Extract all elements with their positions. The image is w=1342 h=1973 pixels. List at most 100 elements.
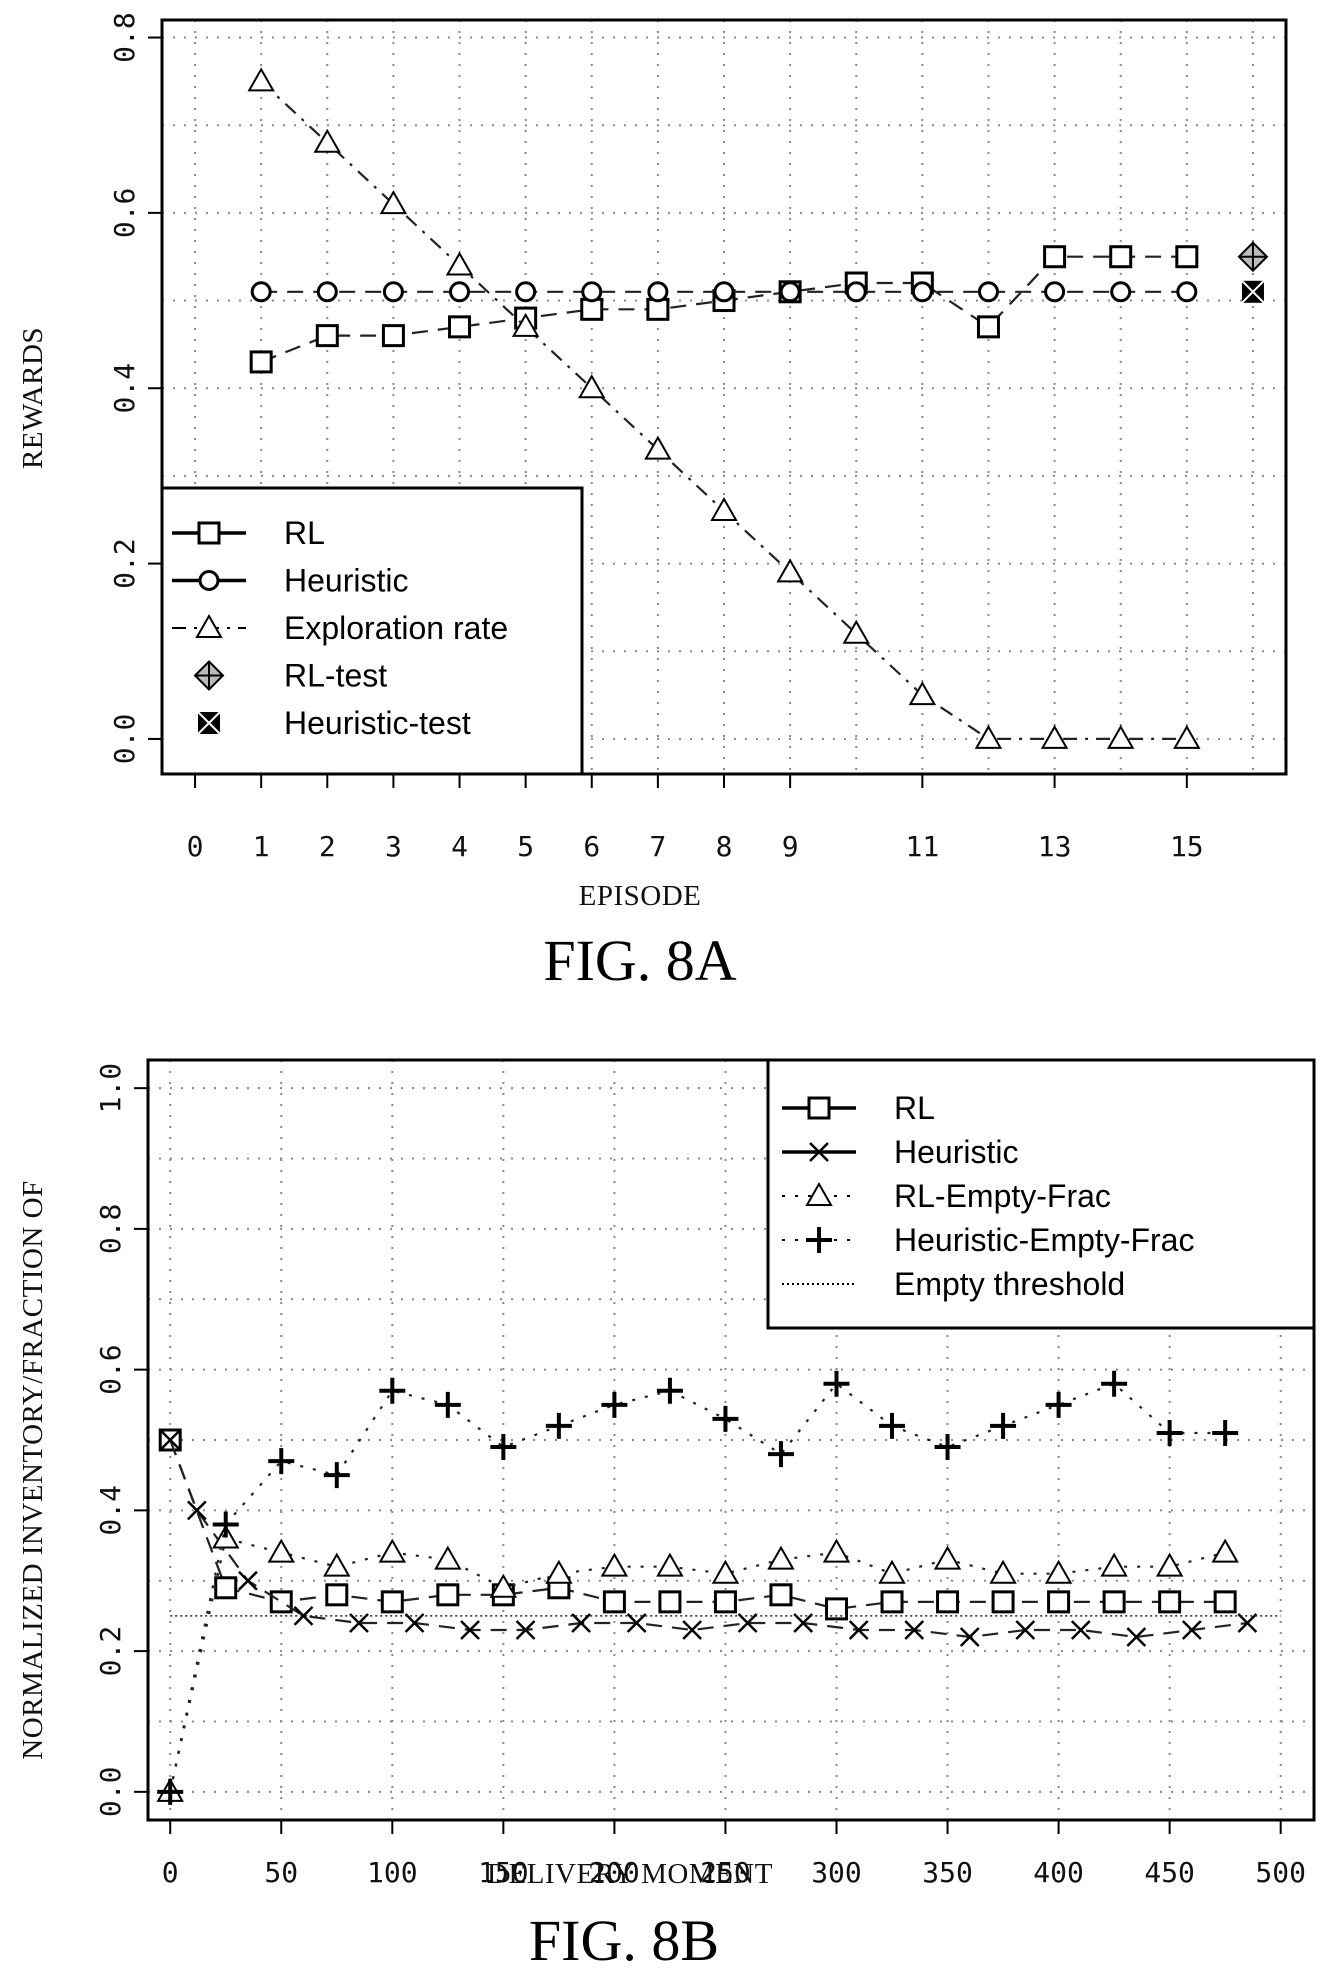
data-point <box>601 1391 628 1418</box>
data-point <box>776 558 804 583</box>
data-point <box>1102 1590 1126 1614</box>
x-tick-label: 300 <box>811 1856 862 1889</box>
y-tick-label: 0.0 <box>108 714 141 765</box>
x-tick-label: 500 <box>1255 1856 1306 1889</box>
data-point <box>1237 1613 1258 1633</box>
data-point <box>908 681 937 706</box>
legend-label: Exploration rate <box>284 610 508 646</box>
series-heuristic-empty-frac <box>157 1370 1239 1805</box>
data-point <box>644 435 672 460</box>
y-tick-label: 0.8 <box>94 1204 127 1255</box>
data-point <box>767 1545 795 1570</box>
x-tick-label: 3 <box>385 830 402 863</box>
data-point <box>381 324 405 348</box>
x-tick-label: 350 <box>922 1856 973 1889</box>
data-point <box>160 1430 181 1450</box>
legend-label: RL <box>894 1090 935 1126</box>
data-point <box>779 281 801 303</box>
data-point <box>515 1620 536 1640</box>
series-line <box>169 1537 1226 1793</box>
data-point <box>656 1377 683 1404</box>
data-point <box>1100 1552 1128 1577</box>
data-point <box>989 1559 1017 1584</box>
x-tick-label: 0 <box>187 830 204 863</box>
data-point <box>323 1462 350 1489</box>
data-point <box>316 281 338 303</box>
x-tick-label: 8 <box>716 830 733 863</box>
data-point <box>712 1405 739 1432</box>
data-point <box>656 1552 684 1577</box>
legend-label: Heuristic <box>894 1134 1018 1170</box>
data-point <box>934 1434 961 1461</box>
plot-frame <box>146 1058 1316 1822</box>
data-point <box>1109 245 1133 269</box>
legend-marker <box>807 1096 831 1120</box>
x-tick-label: 100 <box>367 1856 418 1889</box>
x-axis-label: DELIVERY MOMENT <box>487 1858 773 1890</box>
series-exploration-rate <box>247 67 1201 749</box>
data-point <box>710 496 738 521</box>
data-point <box>490 1434 517 1461</box>
data-point <box>822 1538 851 1563</box>
legend-entry: RL-Empty-Frac <box>782 1178 1111 1214</box>
data-point <box>434 1391 461 1418</box>
data-point <box>382 281 404 303</box>
data-point <box>823 1370 850 1397</box>
data-point <box>379 1377 406 1404</box>
data-point <box>460 1620 480 1640</box>
data-point <box>600 1552 629 1577</box>
data-point <box>545 1559 573 1584</box>
data-point <box>842 619 870 644</box>
data-point <box>737 1613 758 1633</box>
legend-entry: Empty threshold <box>782 1266 1125 1302</box>
legend-entry: Heuristic-test <box>197 705 471 741</box>
data-point <box>1181 1620 1202 1640</box>
data-point <box>1106 724 1135 749</box>
data-point <box>602 1590 626 1614</box>
data-point <box>404 1613 425 1633</box>
x-tick-label: 200 <box>589 1856 640 1889</box>
data-point <box>349 1613 369 1633</box>
data-point <box>380 1590 404 1614</box>
legend-marker <box>195 613 223 638</box>
legend-label: RL-Empty-Frac <box>894 1178 1111 1214</box>
data-point <box>936 1590 960 1614</box>
data-point <box>448 315 472 339</box>
series-layer <box>247 67 1269 749</box>
data-point <box>238 1570 258 1591</box>
data-point <box>646 297 670 321</box>
data-point <box>1237 241 1269 273</box>
x-tick-label: 450 <box>1144 1856 1195 1889</box>
legend-label: Heuristic <box>284 563 408 599</box>
y-tick-label: 0.2 <box>94 1626 127 1677</box>
legend-marker <box>198 570 220 591</box>
data-point <box>1212 1419 1239 1446</box>
x-tick-label: 150 <box>478 1856 529 1889</box>
legend-entry: Heuristic-Empty-Frac <box>782 1222 1194 1258</box>
data-point <box>880 1590 904 1614</box>
data-point <box>976 315 1000 339</box>
data-point <box>1040 724 1069 749</box>
data-point <box>571 1613 591 1633</box>
data-point <box>515 281 537 303</box>
data-point <box>489 1573 518 1598</box>
series-rl-test <box>1237 241 1269 273</box>
data-point <box>214 1576 238 1600</box>
series-rl <box>249 245 1199 374</box>
data-point <box>580 297 604 321</box>
y-tick-label: 1.0 <box>94 1063 127 1114</box>
data-point <box>1173 724 1201 749</box>
data-point <box>434 1545 462 1570</box>
data-point <box>1101 1370 1128 1397</box>
data-point <box>323 1552 351 1577</box>
data-point <box>824 1597 848 1621</box>
data-point <box>1176 281 1198 303</box>
y-tick-label: 0.6 <box>94 1344 127 1395</box>
data-point <box>315 324 339 348</box>
x-tick-label: 6 <box>583 830 600 863</box>
x-tick-label: 4 <box>451 830 468 863</box>
legend-entry: Heuristic <box>172 563 408 599</box>
data-point <box>974 724 1003 749</box>
data-point <box>1213 1590 1237 1614</box>
